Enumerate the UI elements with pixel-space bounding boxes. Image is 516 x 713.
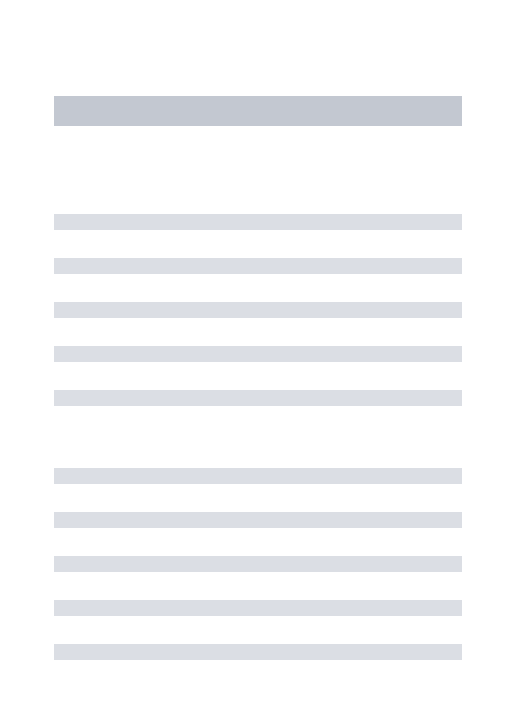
skeleton-line <box>54 390 462 406</box>
skeleton-gap <box>54 434 462 468</box>
skeleton-line <box>54 214 462 230</box>
skeleton-line <box>54 512 462 528</box>
skeleton-line <box>54 468 462 484</box>
skeleton-lines <box>54 214 462 660</box>
skeleton-title-bar <box>54 96 462 126</box>
skeleton-line <box>54 644 462 660</box>
skeleton-line <box>54 346 462 362</box>
skeleton-line <box>54 556 462 572</box>
skeleton-container <box>0 0 516 660</box>
skeleton-line <box>54 302 462 318</box>
skeleton-line <box>54 600 462 616</box>
skeleton-line <box>54 258 462 274</box>
